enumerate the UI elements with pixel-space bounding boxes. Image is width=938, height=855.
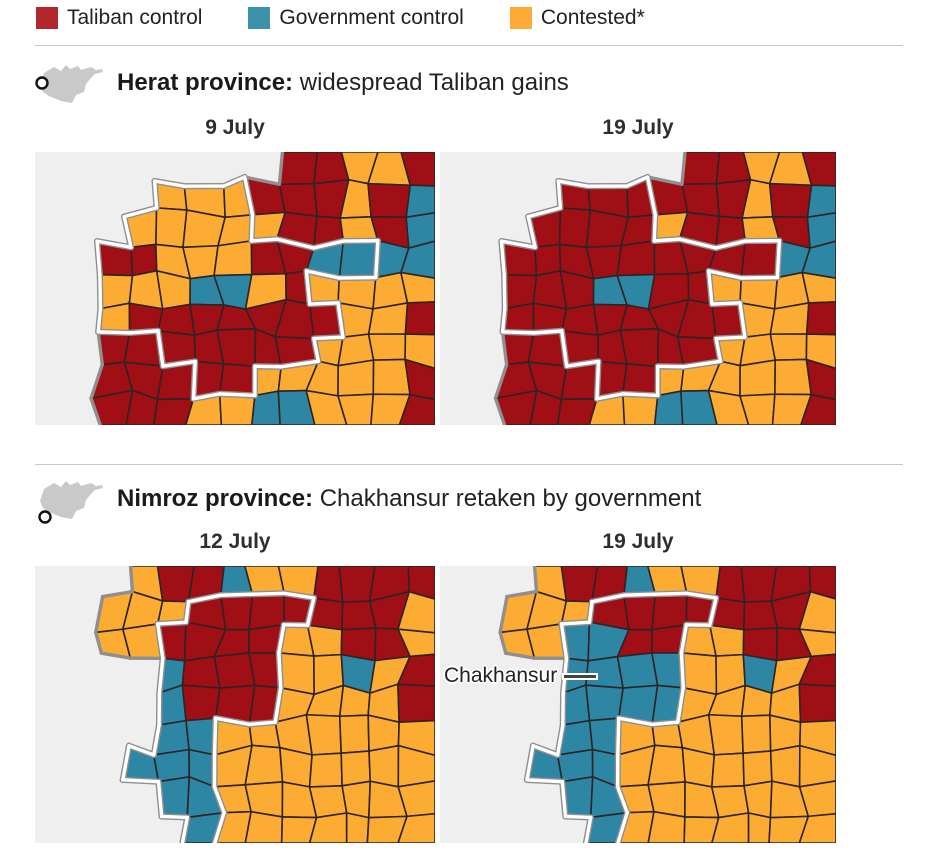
afghanistan-icon	[38, 481, 103, 524]
government-swatch	[248, 7, 271, 29]
herat-map-9-july	[35, 152, 435, 425]
section-divider	[35, 45, 903, 46]
nimroz-section-header: Nimroz province: Chakhansur retaken by g…	[33, 474, 701, 524]
herat-map-19-july	[440, 152, 836, 425]
afghanistan-icon	[35, 65, 103, 103]
nimroz-map-12-july	[35, 566, 435, 843]
province-location-marker	[35, 76, 49, 90]
legend-label: Contested*	[540, 6, 645, 29]
legend-label: Taliban control	[67, 6, 203, 29]
chakhansur-label: Chakhansur	[444, 664, 558, 687]
legend-item-contested: Contested*	[509, 6, 645, 30]
map-date-label: 19 July	[602, 116, 674, 139]
legend-item-government: Government control	[248, 6, 464, 30]
taliban-swatch	[36, 7, 58, 29]
section-title-rest: widespread Taliban gains	[293, 69, 569, 96]
legend-item-taliban: Taliban control	[36, 6, 202, 30]
section-title: Nimroz province: Chakhansur retaken by g…	[117, 485, 701, 513]
district-control-map	[94, 566, 435, 843]
map-date-label: 9 July	[205, 116, 265, 139]
section-title: Herat province: widespread Taliban gains	[117, 69, 569, 97]
nimroz-map-19-july: Chakhansur	[440, 566, 836, 843]
annotation-pointer-line	[564, 674, 597, 678]
legend-label: Government control	[279, 6, 464, 29]
contested-swatch	[509, 7, 532, 29]
section-title-bold: Nimroz province:	[117, 485, 314, 512]
map-date-label: 12 July	[199, 530, 271, 553]
herat-section-header: Herat province: widespread Taliban gains	[33, 58, 569, 108]
district-control-map	[493, 152, 836, 425]
legend: Taliban control Government control Conte…	[36, 6, 645, 30]
section-title-bold: Herat province:	[117, 69, 294, 96]
district-control-map	[89, 152, 435, 425]
map-date-label: 19 July	[602, 530, 674, 553]
section-title-rest: Chakhansur retaken by government	[313, 485, 702, 512]
chakhansur-annotation: Chakhansur	[444, 664, 597, 688]
section-divider	[35, 464, 903, 465]
district-control-map	[498, 566, 836, 843]
province-location-marker	[38, 510, 52, 524]
